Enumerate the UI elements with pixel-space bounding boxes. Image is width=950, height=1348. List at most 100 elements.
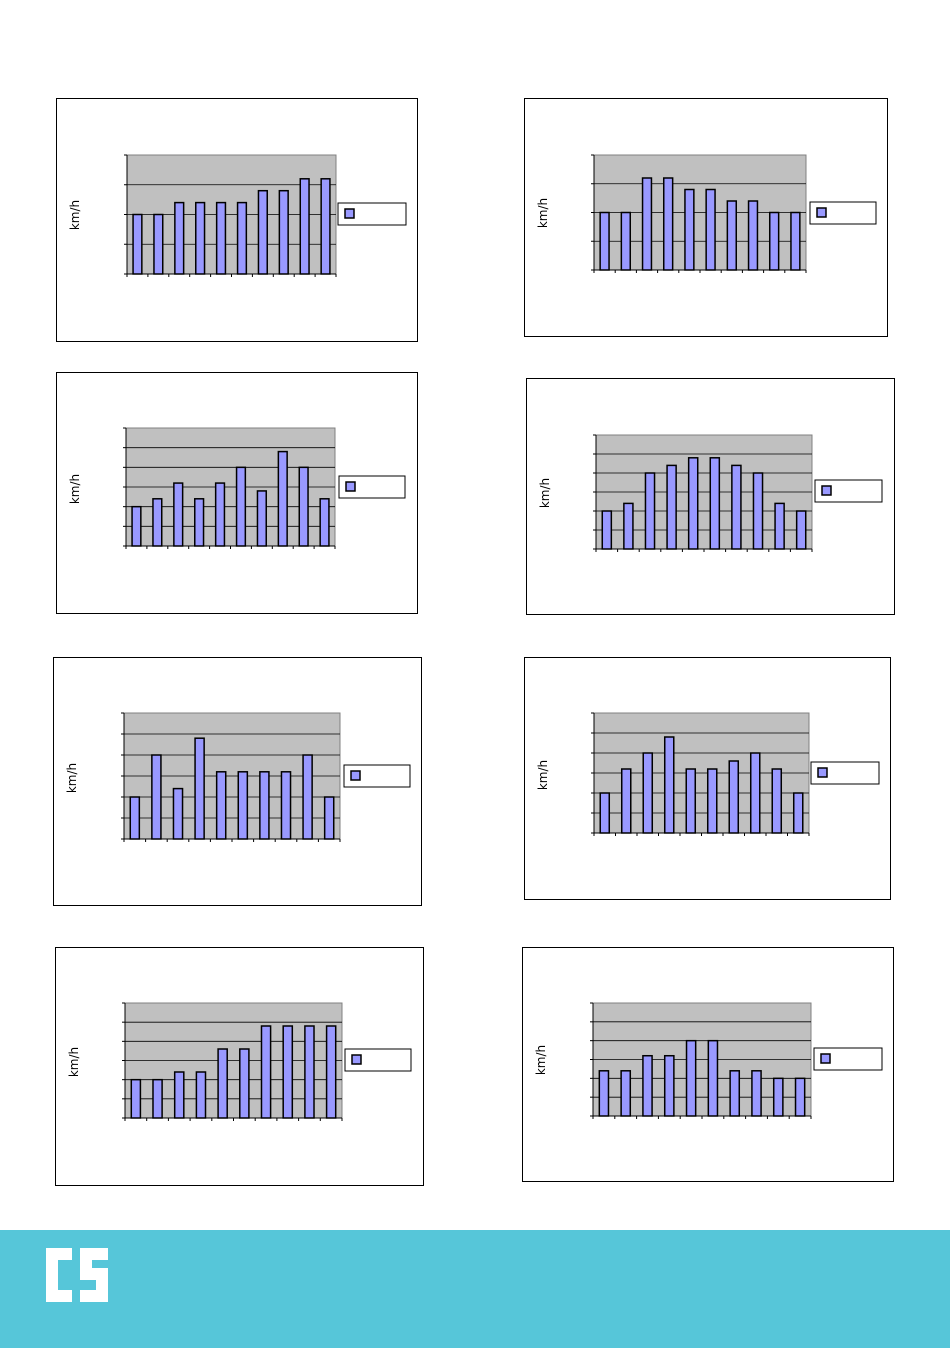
bar	[662, 177, 674, 271]
bar	[236, 201, 248, 275]
bar	[172, 787, 184, 840]
chart-1: km/h	[56, 98, 418, 342]
bar	[152, 1078, 163, 1119]
y-axis-label: km/h	[68, 200, 82, 230]
chart-svg: km/h	[534, 1002, 883, 1119]
bar	[644, 472, 656, 550]
bar	[282, 1025, 294, 1119]
cs-logo-icon	[46, 1248, 108, 1302]
bar	[304, 1025, 315, 1119]
bar	[599, 211, 610, 271]
bar	[152, 498, 163, 547]
bar	[299, 178, 310, 275]
bar	[747, 200, 759, 271]
chart-svg: km/h	[68, 154, 407, 277]
bar	[215, 771, 227, 840]
legend-swatch	[350, 770, 361, 781]
bar	[620, 211, 632, 271]
chart-8: km/h	[522, 947, 894, 1182]
chart-svg: km/h	[536, 712, 880, 836]
bar	[195, 201, 206, 275]
y-axis-label: km/h	[68, 474, 82, 504]
bar	[641, 177, 653, 271]
bar	[709, 457, 721, 550]
bar	[794, 1077, 806, 1117]
bar	[214, 482, 226, 547]
bar	[684, 188, 695, 271]
legend-swatch	[351, 1054, 362, 1065]
bar	[642, 1054, 653, 1117]
bar	[325, 1025, 337, 1119]
bar	[194, 737, 205, 840]
legend-swatch	[821, 485, 832, 496]
footer-band	[0, 1230, 950, 1348]
legend-swatch	[820, 1053, 831, 1064]
bar	[237, 771, 249, 840]
legend-swatch	[345, 481, 356, 492]
bar	[663, 1054, 675, 1117]
bar	[132, 213, 143, 275]
bar	[173, 1071, 185, 1119]
legend-swatch	[344, 208, 355, 219]
bar	[298, 466, 309, 547]
chart-3: km/h	[56, 372, 418, 614]
chart-svg: km/h	[538, 434, 883, 552]
bar	[259, 771, 270, 840]
legend-box	[337, 202, 407, 226]
bar	[687, 457, 699, 550]
bar	[129, 796, 141, 840]
legend-box	[810, 761, 880, 785]
bar	[235, 466, 247, 547]
bar	[620, 1070, 632, 1117]
bar	[256, 490, 267, 547]
y-axis-label: km/h	[67, 1047, 81, 1077]
bar	[257, 189, 268, 275]
bar	[772, 1077, 784, 1117]
chart-4: km/h	[526, 378, 895, 615]
bar	[685, 1039, 697, 1117]
bar	[795, 510, 807, 550]
chart-svg: km/h	[65, 712, 411, 842]
chart-7: km/h	[55, 947, 424, 1186]
bar	[217, 1048, 228, 1119]
chart-svg: km/h	[68, 427, 406, 549]
bar	[277, 450, 288, 547]
bar	[751, 1070, 762, 1117]
chart-2: km/h	[524, 98, 888, 337]
chart-5: km/h	[53, 657, 422, 906]
bar	[790, 211, 801, 271]
bar	[792, 792, 804, 834]
bar	[194, 498, 205, 547]
y-axis-label: km/h	[65, 763, 79, 793]
bar	[260, 1025, 272, 1119]
bar	[323, 796, 335, 840]
bar	[173, 482, 184, 547]
bar	[707, 1039, 719, 1117]
bar	[728, 760, 740, 834]
bar	[599, 792, 611, 834]
bar	[771, 768, 783, 834]
bar	[601, 510, 613, 550]
bar	[195, 1071, 207, 1119]
bar	[768, 211, 780, 271]
bar	[130, 1078, 142, 1119]
bar	[151, 754, 162, 840]
bar	[302, 754, 313, 840]
bar	[666, 464, 677, 550]
chart-6: km/h	[524, 657, 891, 900]
bar	[320, 178, 331, 275]
y-axis-label: km/h	[536, 198, 550, 228]
bar	[749, 752, 761, 834]
bar	[726, 200, 738, 271]
bar	[642, 752, 654, 834]
chart-svg: km/h	[536, 154, 877, 273]
bar	[174, 201, 185, 275]
bar	[278, 189, 289, 275]
legend-swatch	[817, 767, 828, 778]
bar	[705, 188, 716, 271]
bar	[280, 771, 292, 840]
bar	[153, 213, 164, 275]
bar	[215, 201, 227, 275]
bar	[131, 505, 142, 547]
bar	[239, 1048, 250, 1119]
